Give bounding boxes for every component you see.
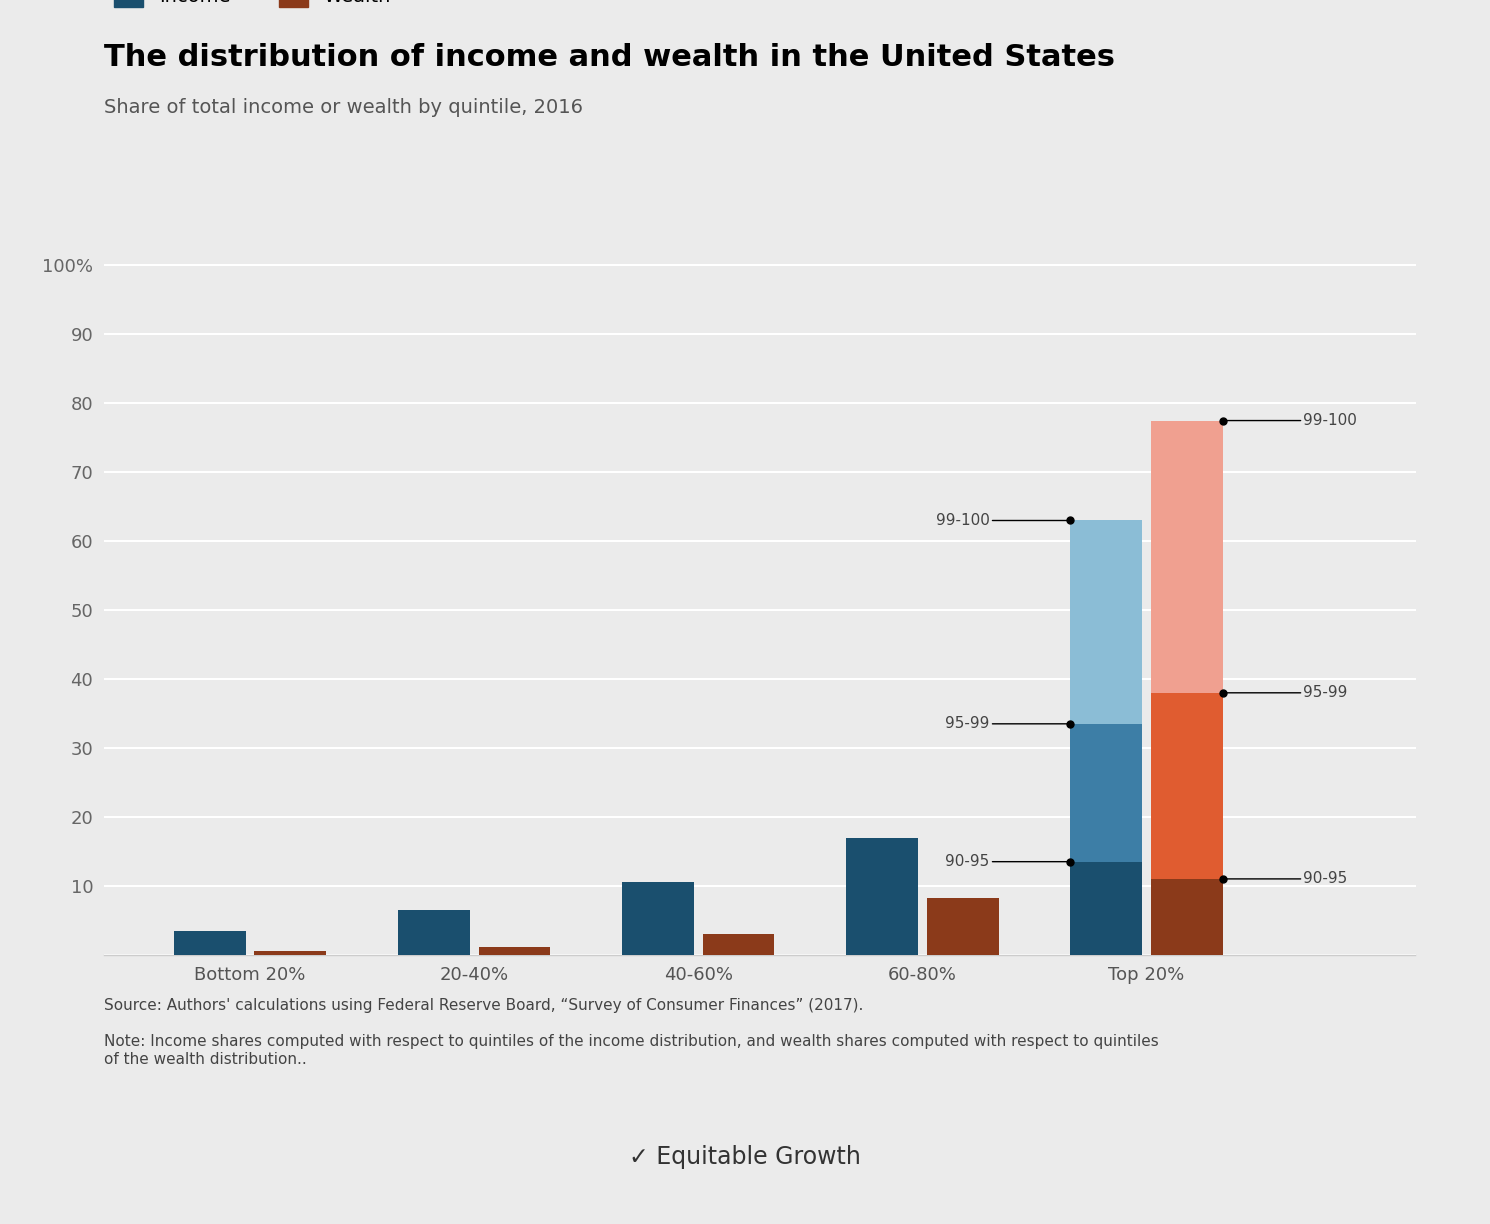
- Bar: [1070, 862, 1141, 955]
- Text: 99-100: 99-100: [936, 513, 1070, 528]
- Bar: [846, 837, 918, 955]
- Text: Note: Income shares computed with respect to quintiles of the income distributio: Note: Income shares computed with respec…: [104, 1034, 1159, 1066]
- Bar: [703, 934, 775, 955]
- Text: 99-100: 99-100: [1223, 412, 1357, 428]
- Bar: [1150, 879, 1223, 955]
- Text: The distribution of income and wealth in the United States: The distribution of income and wealth in…: [104, 43, 1116, 72]
- Text: ✓ Equitable Growth: ✓ Equitable Growth: [629, 1144, 861, 1169]
- Text: 90-95: 90-95: [945, 854, 1070, 869]
- Bar: [255, 951, 326, 955]
- Legend: Income, Wealth: Income, Wealth: [115, 0, 390, 7]
- Bar: [1070, 520, 1141, 723]
- Bar: [621, 883, 694, 955]
- Bar: [1150, 693, 1223, 879]
- Bar: [478, 947, 550, 955]
- Text: Source: Authors' calculations using Federal Reserve Board, “Survey of Consumer F: Source: Authors' calculations using Fede…: [104, 998, 864, 1012]
- Bar: [927, 898, 998, 955]
- Bar: [1150, 421, 1223, 693]
- Bar: [398, 909, 469, 955]
- Text: Share of total income or wealth by quintile, 2016: Share of total income or wealth by quint…: [104, 98, 583, 118]
- Bar: [174, 930, 246, 955]
- Text: 95-99: 95-99: [1223, 685, 1348, 700]
- Bar: [1070, 723, 1141, 862]
- Text: 95-99: 95-99: [945, 716, 1070, 731]
- Text: 90-95: 90-95: [1223, 871, 1347, 886]
